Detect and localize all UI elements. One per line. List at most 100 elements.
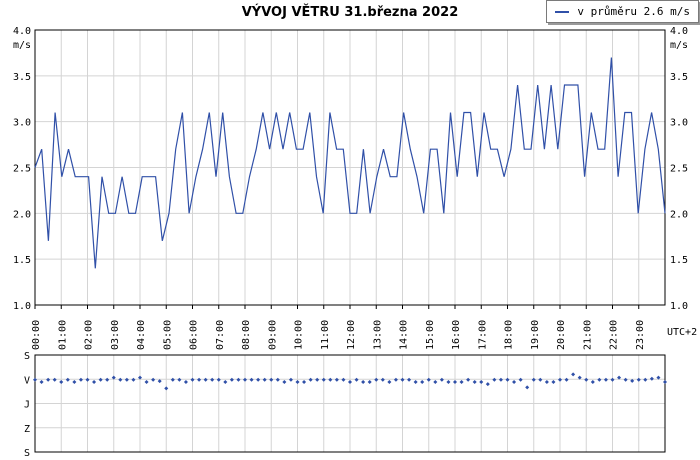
direction-point <box>603 377 608 382</box>
direction-tick-label: S <box>24 448 30 459</box>
direction-point <box>72 379 77 384</box>
direction-point <box>164 386 169 391</box>
direction-point <box>315 377 320 382</box>
direction-point <box>131 377 136 382</box>
direction-point <box>282 379 287 384</box>
direction-point <box>558 377 562 382</box>
direction-point <box>590 379 595 384</box>
y-tick-label-left: 3.5 <box>13 72 31 83</box>
x-tick-label: 03:00 <box>110 320 121 350</box>
direction-point <box>78 377 83 382</box>
direction-tick-label: S <box>24 351 30 362</box>
legend: v průměru 2.6 m/s <box>546 0 699 23</box>
direction-point <box>492 377 497 382</box>
y-tick-label-right: 3.0 <box>670 118 688 129</box>
x-tick-label: 18:00 <box>504 320 515 350</box>
direction-point <box>610 377 615 382</box>
direction-point <box>498 377 503 382</box>
direction-point <box>308 377 313 382</box>
direction-point <box>59 379 64 384</box>
direction-point <box>420 379 425 384</box>
x-tick-label: 07:00 <box>215 320 226 350</box>
direction-point <box>52 377 57 382</box>
direction-point <box>288 377 293 382</box>
direction-point <box>262 377 267 382</box>
y-tick-label-right: 3.5 <box>670 72 688 83</box>
direction-point <box>459 379 464 384</box>
direction-point <box>656 375 661 380</box>
x-tick-label: 00:00 <box>31 320 42 350</box>
y-tick-label-left: 4.0 <box>13 26 31 37</box>
direction-point <box>170 377 175 382</box>
direction-point <box>334 377 339 382</box>
direction-point <box>663 379 667 384</box>
x-tick-label: 09:00 <box>267 320 278 350</box>
direction-point <box>197 377 202 382</box>
y-tick-label-left: 2.0 <box>13 209 31 220</box>
direction-point <box>466 377 471 382</box>
x-tick-label: 14:00 <box>399 320 410 350</box>
direction-point <box>571 372 576 377</box>
direction-point <box>157 379 162 384</box>
direction-point <box>446 379 451 384</box>
direction-point <box>380 377 385 382</box>
direction-point <box>328 377 333 382</box>
direction-point <box>65 377 70 382</box>
direction-point <box>295 379 300 384</box>
direction-point <box>249 377 254 382</box>
direction-point <box>453 379 457 384</box>
y-tick-label-left: 1.5 <box>13 255 31 266</box>
y-tick-label-left: 3.0 <box>13 118 31 129</box>
x-tick-label: 17:00 <box>477 320 488 350</box>
x-tick-label: 15:00 <box>425 320 436 350</box>
direction-point <box>518 377 523 382</box>
direction-point <box>302 379 307 384</box>
direction-point <box>243 377 247 382</box>
direction-point <box>643 377 648 382</box>
direction-point <box>551 379 556 384</box>
direction-point <box>472 379 477 384</box>
direction-point <box>623 377 628 382</box>
direction-point <box>584 377 589 382</box>
direction-point <box>190 377 195 382</box>
direction-point <box>636 377 641 382</box>
direction-point <box>413 379 418 384</box>
direction-point <box>505 377 510 382</box>
x-tick-label: 05:00 <box>162 320 173 350</box>
x-tick-label: 08:00 <box>241 320 252 350</box>
chart-title: VÝVOJ VĚTRU 31.března 2022 <box>241 5 459 20</box>
direction-point <box>485 382 490 387</box>
y-tick-label-left: 1.0 <box>13 301 31 312</box>
direction-point <box>46 377 51 382</box>
direction-point <box>544 379 549 384</box>
direction-point <box>439 377 444 382</box>
direction-point <box>479 379 484 384</box>
direction-point <box>426 377 431 382</box>
y-tick-label-right: 2.5 <box>670 164 688 175</box>
direction-point <box>210 377 215 382</box>
x-tick-label: 01:00 <box>57 320 68 350</box>
y-tick-label-left: 2.5 <box>13 164 31 175</box>
x-tick-label: 22:00 <box>609 320 620 350</box>
direction-point <box>374 377 379 382</box>
direction-point <box>538 377 543 382</box>
direction-point <box>275 377 280 382</box>
direction-point <box>649 376 654 381</box>
direction-point <box>407 377 412 382</box>
direction-point <box>341 377 346 382</box>
direction-point <box>138 375 142 380</box>
y-tick-label-right: 4.0 <box>670 26 688 37</box>
x-tick-label: 21:00 <box>582 320 593 350</box>
y-unit-label-left: m/s <box>13 40 31 51</box>
direction-point <box>33 377 37 382</box>
direction-point <box>361 379 366 384</box>
direction-point <box>564 377 569 382</box>
direction-point <box>118 377 123 382</box>
x-tick-label: 12:00 <box>346 320 357 350</box>
direction-point <box>223 379 228 384</box>
x-tick-label: 06:00 <box>189 320 200 350</box>
direction-point <box>512 379 517 384</box>
direction-point <box>354 377 359 382</box>
direction-point <box>531 377 536 382</box>
